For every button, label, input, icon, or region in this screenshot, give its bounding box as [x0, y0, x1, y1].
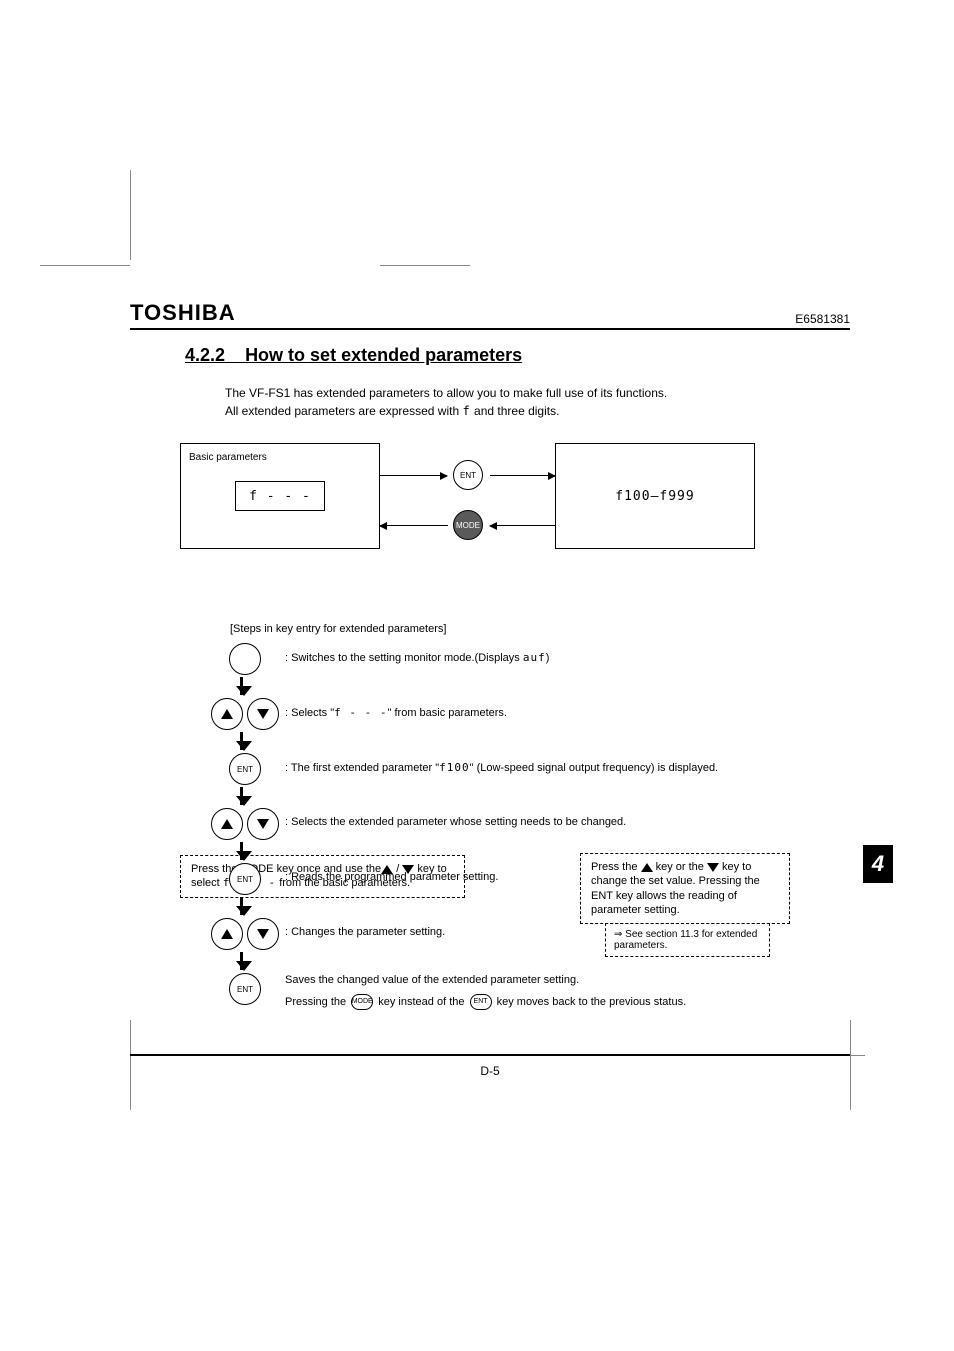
- flow-diagram: Basic parameters f - - - f100–f999 ENT M…: [180, 443, 850, 553]
- doc-number: E6581381: [795, 312, 850, 326]
- arrow-down-icon: [240, 732, 243, 750]
- step-row: MODE : Switches to the setting monitor mo…: [210, 643, 850, 698]
- up-key-icon: [211, 698, 243, 730]
- page-header: TOSHIBA E6581381: [130, 300, 850, 330]
- step-text: Saves the changed value of the extended …: [285, 973, 686, 1011]
- page-number: D-5: [130, 1064, 850, 1078]
- chapter-tab: 4: [863, 845, 893, 883]
- arrow-down-icon: [240, 952, 243, 970]
- down-key-icon: [247, 918, 279, 950]
- arrow-down-icon: [240, 842, 243, 860]
- step-text: : The first extended parameter "f100" (L…: [285, 760, 718, 776]
- step-text: : Switches to the setting monitor mode.(…: [285, 650, 549, 666]
- brand-logo: TOSHIBA: [130, 300, 236, 326]
- step-row: ENTSaves the changed value of the extend…: [210, 973, 850, 1036]
- step-row: ENT : The first extended parameter "f100"…: [210, 753, 850, 808]
- mode-key-icon: MODE: [229, 643, 261, 675]
- footer-rule: [130, 1054, 850, 1056]
- step-row: : Selects "f - - -" from basic parameter…: [210, 698, 850, 753]
- steps-list: MODE : Switches to the setting monitor mo…: [210, 643, 850, 1036]
- ext-range: f100–f999: [615, 489, 694, 504]
- arrow-left-icon: [380, 525, 448, 526]
- up-key-icon: [211, 918, 243, 950]
- basic-params-box: Basic parameters f - - -: [180, 443, 380, 549]
- step-text: : Changes the parameter setting.: [285, 925, 445, 940]
- down-key-icon: [247, 698, 279, 730]
- arrow-down-icon: [240, 897, 243, 915]
- basic-label: Basic parameters: [189, 452, 267, 463]
- arrow-right-icon: [380, 475, 447, 476]
- ent-key-icon: ENT: [470, 994, 492, 1010]
- ent-key-icon: ENT: [229, 753, 261, 785]
- step-text: : Selects "f - - -" from basic parameter…: [285, 705, 507, 721]
- step-text: : Selects the extended parameter whose s…: [285, 815, 626, 830]
- arrow-right-icon: [490, 475, 555, 476]
- steps-title: [Steps in key entry for extended paramet…: [230, 623, 850, 635]
- mode-key-icon: MODE: [453, 510, 483, 540]
- intro-line-1: The VF-FS1 has extended parameters to al…: [225, 386, 850, 400]
- step-text: : Reads the programmed parameter setting…: [285, 870, 498, 885]
- up-key-icon: [211, 808, 243, 840]
- arrow-left-icon: [490, 525, 556, 526]
- arrow-down-icon: [240, 677, 243, 695]
- arrow-down-icon: [240, 787, 243, 805]
- ent-key-icon: ENT: [453, 460, 483, 490]
- ext-params-box: f100–f999: [555, 443, 755, 549]
- step-row: : Selects the extended parameter whose s…: [210, 808, 850, 863]
- step-row: : Changes the parameter setting.: [210, 918, 850, 973]
- intro-line-2: All extended parameters are expressed wi…: [225, 404, 850, 418]
- mode-key-icon: MODE: [351, 994, 373, 1010]
- step-row: ENT : Reads the programmed parameter sett…: [210, 863, 850, 918]
- down-key-icon: [247, 808, 279, 840]
- ent-key-icon: ENT: [229, 863, 261, 895]
- ent-key-icon: ENT: [229, 973, 261, 1005]
- section-title: 4.2.2 How to set extended parameters: [185, 345, 850, 366]
- basic-code: f - - -: [235, 481, 325, 511]
